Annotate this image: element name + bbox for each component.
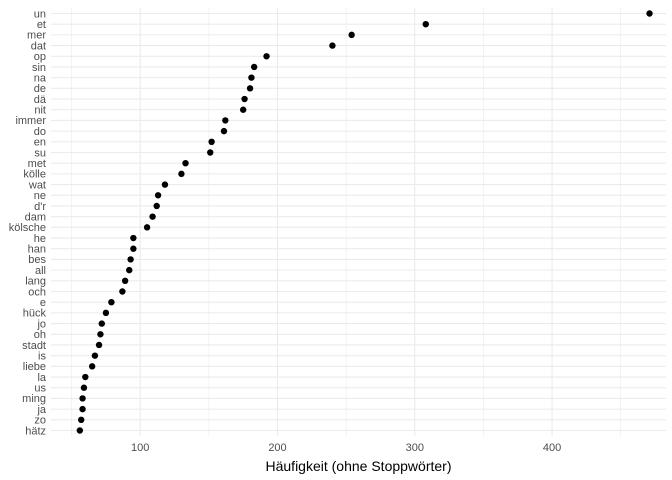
data-point [126, 266, 133, 274]
data-point [91, 352, 99, 359]
x-tick-label: 400 [543, 442, 561, 454]
x-tick-label: 100 [131, 442, 149, 454]
grid [51, 8, 666, 436]
y-tick-label: sin [32, 62, 46, 74]
data-point [127, 256, 134, 263]
data-point [97, 331, 104, 338]
x-tick-label: 200 [268, 442, 286, 454]
data-point [646, 10, 653, 17]
y-tick-label: immer [15, 115, 46, 127]
y-tick-label: lang [25, 276, 46, 288]
data-point [348, 31, 355, 39]
y-tick-label: stadt [22, 340, 46, 352]
data-point [263, 53, 270, 60]
x-axis-title: Häufigkeit (ohne Stoppwörter) [266, 458, 452, 474]
y-tick-label: wat [28, 179, 46, 191]
data-point [329, 42, 336, 49]
data-point [248, 74, 255, 81]
data-point [95, 341, 103, 349]
data-point [119, 288, 126, 295]
data-point [149, 213, 156, 220]
data-point [130, 245, 137, 252]
y-tick-label: is [38, 350, 46, 362]
data-point [207, 149, 214, 156]
data-point [121, 277, 129, 285]
data-point [79, 395, 86, 402]
data-point [154, 192, 162, 199]
y-tick-label: dam [25, 211, 46, 223]
y-tick-label: dat [31, 40, 46, 52]
data-point [108, 298, 115, 306]
data-point [182, 159, 189, 167]
y-tick-label: do [34, 126, 46, 138]
data-point [102, 309, 110, 317]
y-tick-label: met [28, 158, 46, 170]
y-tick-label: hück [23, 308, 47, 320]
data-point [246, 85, 254, 92]
y-tick-label: dä [34, 94, 47, 106]
data-point [80, 384, 88, 391]
data-point [208, 138, 215, 146]
y-tick-label: hätz [25, 425, 46, 437]
y-tick-label: op [34, 51, 46, 63]
y-tick-label: su [34, 147, 46, 159]
y-tick-label: liebe [23, 361, 46, 373]
y-tick-label: he [34, 233, 46, 245]
data-point [79, 405, 86, 413]
y-tick-label: ming [22, 393, 46, 405]
data-point [241, 95, 248, 103]
data-point [250, 63, 258, 71]
y-tick-label: mer [27, 30, 46, 42]
data-point [78, 416, 85, 424]
y-tick-label: kölsche [9, 222, 46, 234]
data-point [239, 106, 247, 113]
y-tick-label: la [37, 372, 46, 384]
data-point [178, 170, 185, 178]
y-tick-label: zo [34, 415, 46, 427]
y-tick-label: och [28, 286, 46, 298]
data-point [161, 181, 169, 188]
data-point [98, 320, 105, 327]
y-tick-label: jo [36, 318, 46, 330]
data-point [153, 202, 160, 210]
data-points [76, 10, 653, 434]
data-point [143, 224, 151, 231]
data-point [76, 427, 84, 434]
y-tick-label: un [34, 8, 46, 20]
x-tick-labels: 100 200 300 400 [131, 442, 561, 454]
y-tick-label: na [34, 72, 47, 84]
y-tick-label: ne [34, 190, 46, 202]
y-tick-labels: unetmerdatopsinnadedänitimmerdoensumetkö… [9, 8, 47, 437]
data-point [130, 234, 137, 242]
y-tick-label: bes [28, 254, 46, 266]
y-tick-label: de [34, 83, 46, 95]
y-tick-label: ja [36, 404, 46, 416]
x-tick-label: 300 [406, 442, 424, 454]
y-tick-label: all [35, 265, 46, 277]
data-point [88, 363, 96, 370]
y-tick-label: oh [34, 329, 46, 341]
y-tick-label: nit [34, 105, 46, 117]
y-tick-label: han [28, 244, 46, 256]
data-point [82, 373, 89, 381]
y-tick-label: et [37, 19, 46, 31]
y-tick-label: us [34, 383, 46, 395]
data-point [422, 20, 429, 28]
y-tick-label: e [40, 297, 46, 309]
data-point [220, 127, 228, 135]
data-point [222, 117, 229, 124]
y-tick-label: en [34, 137, 46, 149]
y-tick-label: d'r [34, 201, 46, 213]
y-tick-label: kölle [23, 169, 46, 181]
